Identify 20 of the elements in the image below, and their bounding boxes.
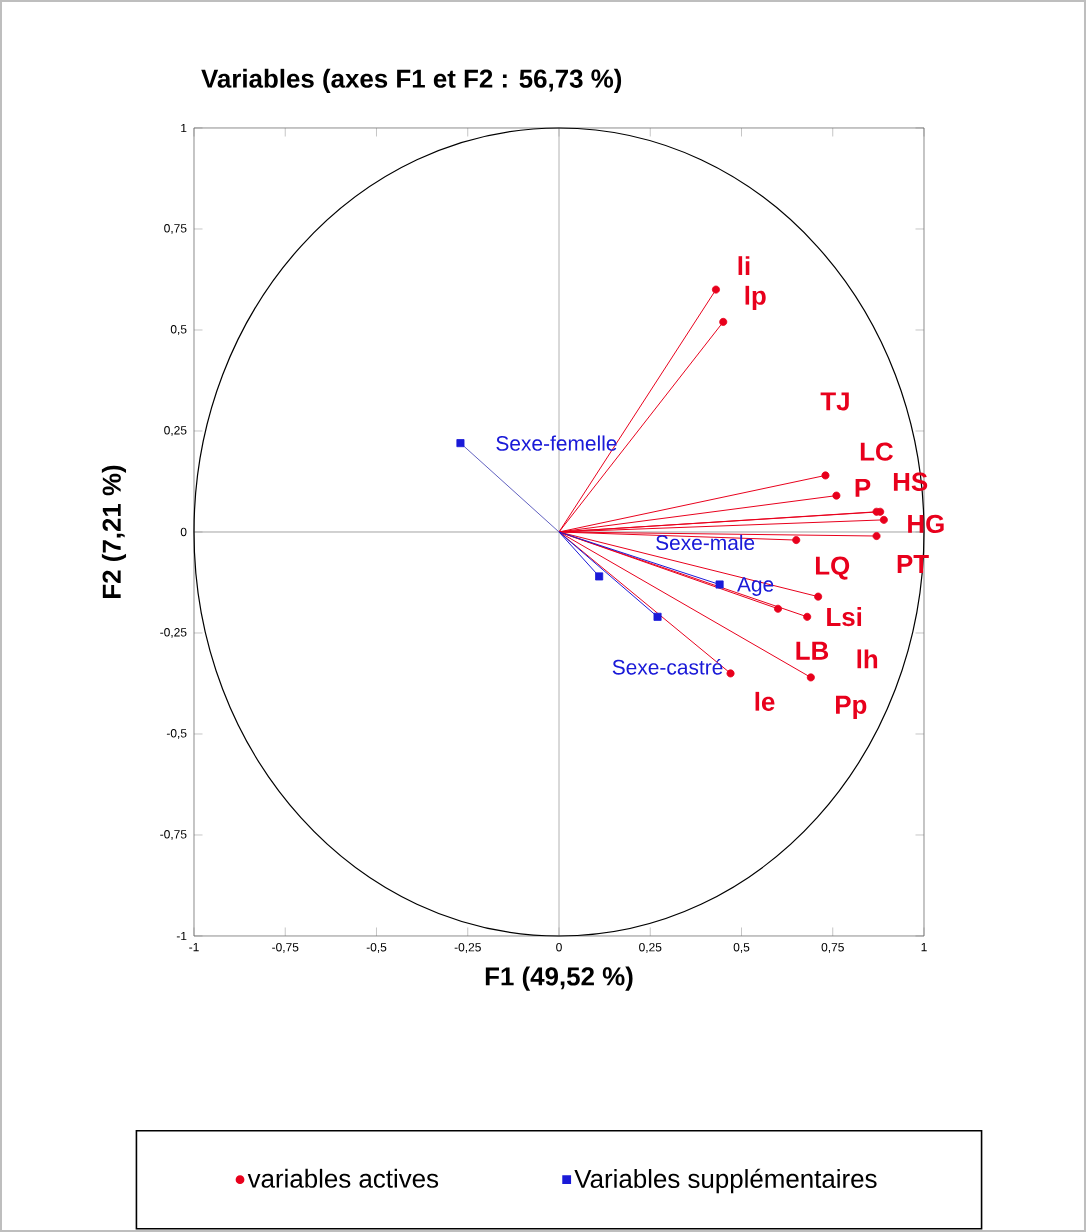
annotation: LB: [796, 641, 829, 660]
annotation: Age: [737, 577, 774, 596]
annotation: Sexe-male: [656, 534, 755, 551]
annotation: Lsi: [827, 607, 862, 627]
annotation: P: [855, 478, 871, 497]
y-axis-title: F2 (7,21 %): [101, 465, 127, 598]
chart-title: Variables (axes F1 et F2 : 56,73 %): [201, 68, 622, 93]
annotation: lp: [745, 285, 766, 310]
annotation: Sexe-castré: [612, 659, 723, 675]
annotation: lh: [857, 649, 878, 669]
legend-label: variables actives: [247, 1168, 439, 1188]
annotation: le: [755, 691, 775, 711]
x-axis-title: F1 (49,52 %): [485, 966, 633, 991]
annotation: li: [738, 256, 750, 275]
annotation: LC: [860, 442, 893, 461]
annotation: TJ: [820, 392, 849, 411]
annotation: Sexe-femelle: [496, 435, 617, 451]
annotation: LQ: [815, 556, 850, 580]
annotation: Pp: [836, 695, 867, 720]
legend-label: Variables supplémentaires: [574, 1168, 877, 1194]
